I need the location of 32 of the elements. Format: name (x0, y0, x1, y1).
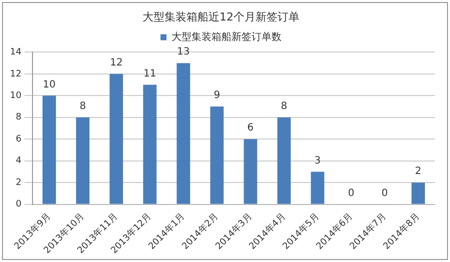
y-tick-label: 10 (10, 91, 22, 102)
data-label: 8 (280, 100, 288, 112)
data-label: 12 (110, 58, 123, 69)
data-label: 6 (247, 122, 254, 134)
bar (76, 117, 90, 204)
bar (42, 96, 56, 204)
y-tick-label: 0 (16, 200, 22, 210)
bar (210, 106, 224, 204)
chart-title: 大型集装箱船近12个月新签订单 (142, 10, 300, 24)
y-tick-label: 6 (16, 134, 22, 144)
y-tick-label: 12 (10, 69, 22, 80)
data-label: 9 (214, 90, 220, 102)
data-label: 2 (415, 166, 422, 178)
bar (143, 84, 157, 204)
data-label: 13 (177, 46, 190, 58)
y-tick-label: 8 (16, 112, 22, 123)
bar (310, 172, 324, 204)
bar (176, 63, 190, 204)
y-tick-label: 14 (10, 48, 22, 58)
data-label: 3 (314, 155, 321, 166)
bar (244, 139, 258, 204)
bar (412, 182, 425, 204)
data-label: 11 (143, 68, 156, 80)
legend-label: 大型集装箱船新签订单数 (172, 30, 282, 43)
y-tick-label: 4 (16, 156, 22, 166)
bar (277, 117, 291, 204)
y-tick-label: 2 (16, 178, 22, 188)
data-label: 0 (348, 188, 354, 199)
bar (110, 74, 124, 204)
data-label: 8 (80, 100, 86, 112)
data-label: 10 (42, 79, 56, 90)
data-label: 0 (381, 188, 388, 199)
